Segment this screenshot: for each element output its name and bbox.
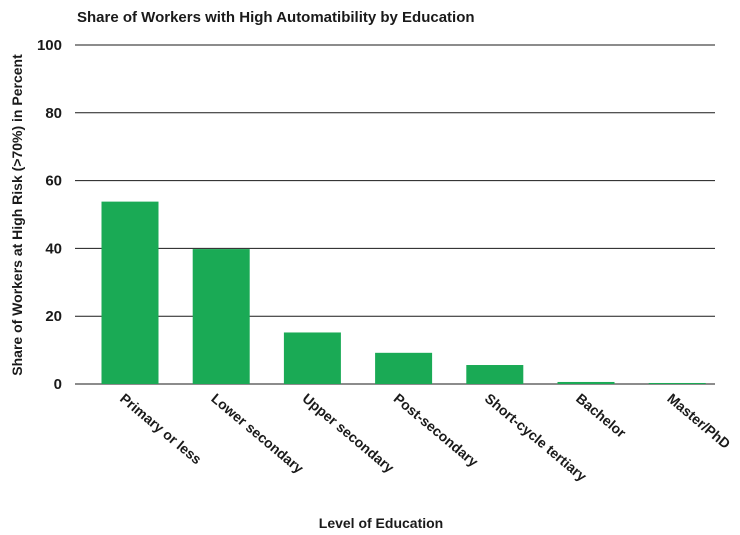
x-tick-label: Lower secondary <box>208 390 307 476</box>
bars <box>101 201 706 384</box>
bar <box>101 201 159 384</box>
x-axis-title: Level of Education <box>319 515 443 531</box>
bar <box>557 381 615 384</box>
x-tick-label: Bachelor <box>573 390 630 441</box>
y-tick-label: 40 <box>45 240 62 257</box>
y-tick-label: 0 <box>54 376 62 393</box>
bar <box>466 365 524 384</box>
gridlines <box>75 44 715 385</box>
x-tick-label: Short-cycle tertiary <box>482 390 590 484</box>
bar <box>283 332 341 384</box>
y-tick-label: 20 <box>45 308 62 325</box>
x-tick-label: Primary or less <box>117 390 205 467</box>
bar <box>192 249 250 384</box>
y-tick-label: 80 <box>45 105 62 122</box>
x-tick-label: Master/PhD <box>664 390 733 452</box>
bar <box>375 352 433 384</box>
y-tick-label: 60 <box>45 173 62 190</box>
bar <box>648 382 706 384</box>
chart-title: Share of Workers with High Automatibilit… <box>77 9 475 26</box>
x-tick-label: Post-secondary <box>391 390 482 470</box>
y-axis-title: Share of Workers at High Risk (>70%) in … <box>9 54 25 376</box>
y-tick-labels: 0 20 40 60 80 100 <box>37 37 62 393</box>
y-tick-label: 100 <box>37 37 62 54</box>
x-tick-label: Upper secondary <box>299 390 397 476</box>
